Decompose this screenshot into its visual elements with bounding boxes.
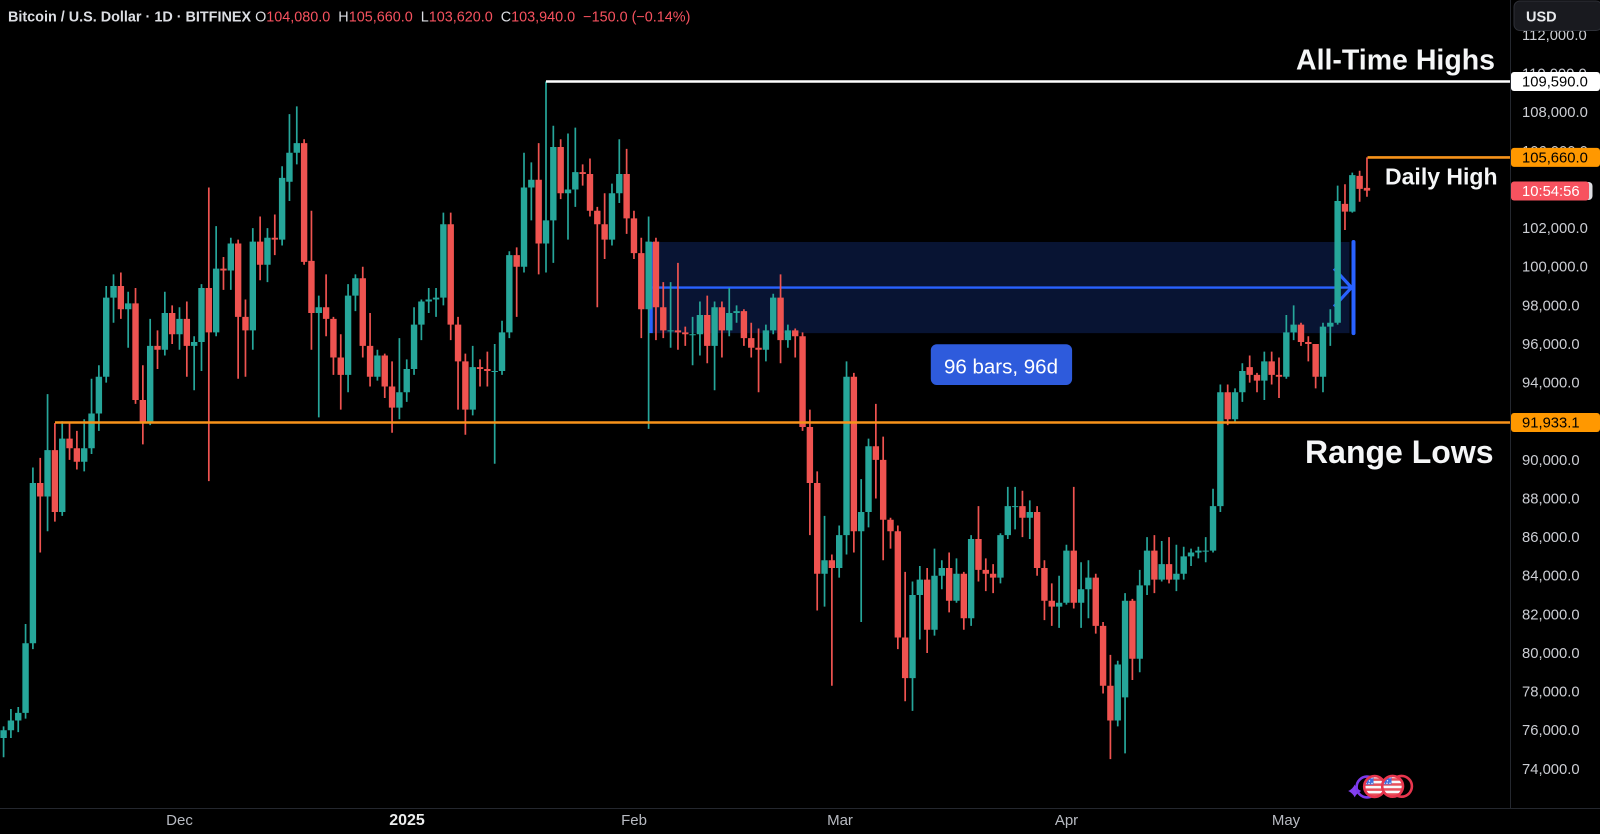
svg-text:USD: USD xyxy=(1526,10,1557,26)
svg-text:102,000.0: 102,000.0 xyxy=(1522,221,1588,237)
svg-text:90,000.0: 90,000.0 xyxy=(1522,453,1580,469)
svg-text:All-Time Highs: All-Time Highs xyxy=(1296,45,1495,77)
svg-text:Bitcoin / U.S. Dollar · 1D · B: Bitcoin / U.S. Dollar · 1D · BITFINEX O1… xyxy=(8,10,690,26)
svg-text:80,000.0: 80,000.0 xyxy=(1522,646,1580,662)
svg-text:91,933.1: 91,933.1 xyxy=(1522,416,1580,432)
svg-text:76,000.0: 76,000.0 xyxy=(1522,723,1580,739)
svg-text:84,000.0: 84,000.0 xyxy=(1522,569,1580,585)
svg-text:109,590.0: 109,590.0 xyxy=(1522,75,1588,91)
svg-text:Mar: Mar xyxy=(827,812,853,829)
svg-text:Dec: Dec xyxy=(166,812,193,829)
svg-text:100,000.0: 100,000.0 xyxy=(1522,260,1588,276)
svg-text:78,000.0: 78,000.0 xyxy=(1522,685,1580,701)
svg-text:96 bars, 96d: 96 bars, 96d xyxy=(944,356,1058,379)
svg-text:108,000.0: 108,000.0 xyxy=(1522,105,1588,121)
svg-text:74,000.0: 74,000.0 xyxy=(1522,762,1580,778)
svg-text:Range Lows: Range Lows xyxy=(1305,434,1493,470)
svg-text:86,000.0: 86,000.0 xyxy=(1522,530,1580,546)
svg-text:98,000.0: 98,000.0 xyxy=(1522,298,1580,314)
svg-text:96,000.0: 96,000.0 xyxy=(1522,337,1580,353)
svg-text:94,000.0: 94,000.0 xyxy=(1522,376,1580,392)
svg-text:Feb: Feb xyxy=(621,812,647,829)
svg-text:112,000.0: 112,000.0 xyxy=(1522,28,1587,44)
svg-text:May: May xyxy=(1272,812,1301,829)
svg-text:2025: 2025 xyxy=(389,812,425,829)
svg-text:88,000.0: 88,000.0 xyxy=(1522,492,1580,508)
svg-text:Daily High: Daily High xyxy=(1385,164,1497,190)
svg-text:82,000.0: 82,000.0 xyxy=(1522,607,1580,623)
svg-text:10:54:56: 10:54:56 xyxy=(1522,184,1580,200)
svg-text:105,660.0: 105,660.0 xyxy=(1522,150,1588,166)
svg-text:Apr: Apr xyxy=(1055,812,1078,829)
